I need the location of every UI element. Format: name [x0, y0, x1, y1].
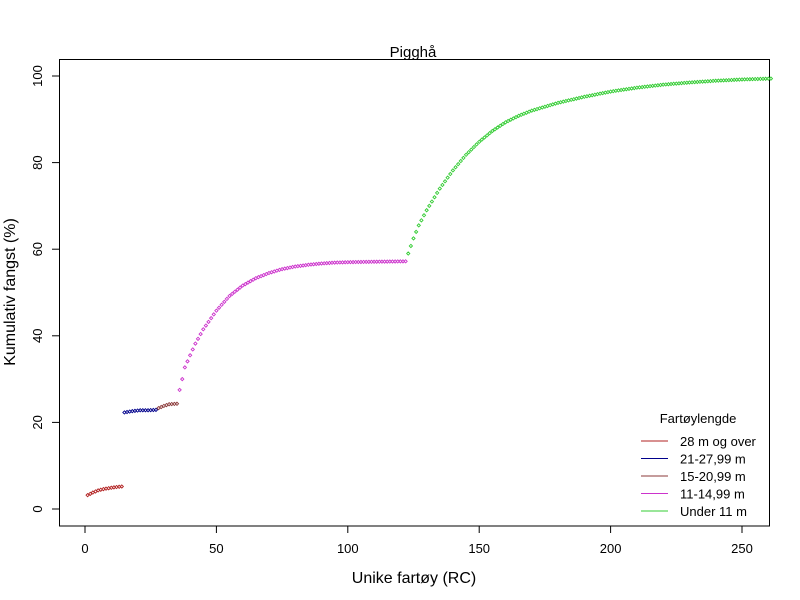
legend-label: 11-14,99 m — [680, 487, 745, 502]
legend-label: Under 11 m — [680, 504, 747, 519]
y-tick-label: 80 — [30, 155, 45, 169]
legend-label: 15-20,99 m — [680, 469, 746, 484]
y-tick-label: 0 — [30, 505, 45, 512]
legend-label: 21-27,99 m — [680, 452, 746, 467]
legend: Fartøylengde 28 m og over 21-27,99 m 15-20… — [641, 411, 757, 519]
plot-area-border — [59, 59, 770, 527]
x-tick-label: 100 — [337, 541, 359, 556]
series-1 — [122, 407, 159, 415]
x-tick-label: 200 — [600, 541, 622, 556]
y-axis-title: Kumulativ fangst (%) — [2, 218, 19, 366]
legend-title: Fartøylengde — [660, 411, 737, 426]
x-tick-label: 150 — [468, 541, 490, 556]
chart-title: Pigghå — [390, 44, 437, 61]
y-axis: 0 20 40 60 80 100 — [30, 65, 60, 513]
data-points — [85, 76, 774, 498]
x-tick-label: 50 — [209, 541, 223, 556]
legend-label: 28 m og over — [680, 434, 757, 449]
y-tick-label: 60 — [30, 242, 45, 256]
series-0 — [85, 484, 125, 498]
series-3 — [177, 259, 408, 393]
y-tick-label: 20 — [30, 415, 45, 429]
series-2 — [156, 401, 180, 411]
x-axis: 0 50 100 150 200 250 — [81, 526, 753, 556]
x-tick-label: 0 — [81, 541, 88, 556]
series-4 — [406, 76, 774, 256]
y-tick-label: 100 — [30, 65, 45, 87]
x-axis-title: Unike fartøy (RC) — [352, 570, 476, 587]
x-tick-label: 250 — [731, 541, 753, 556]
y-tick-label: 40 — [30, 329, 45, 343]
